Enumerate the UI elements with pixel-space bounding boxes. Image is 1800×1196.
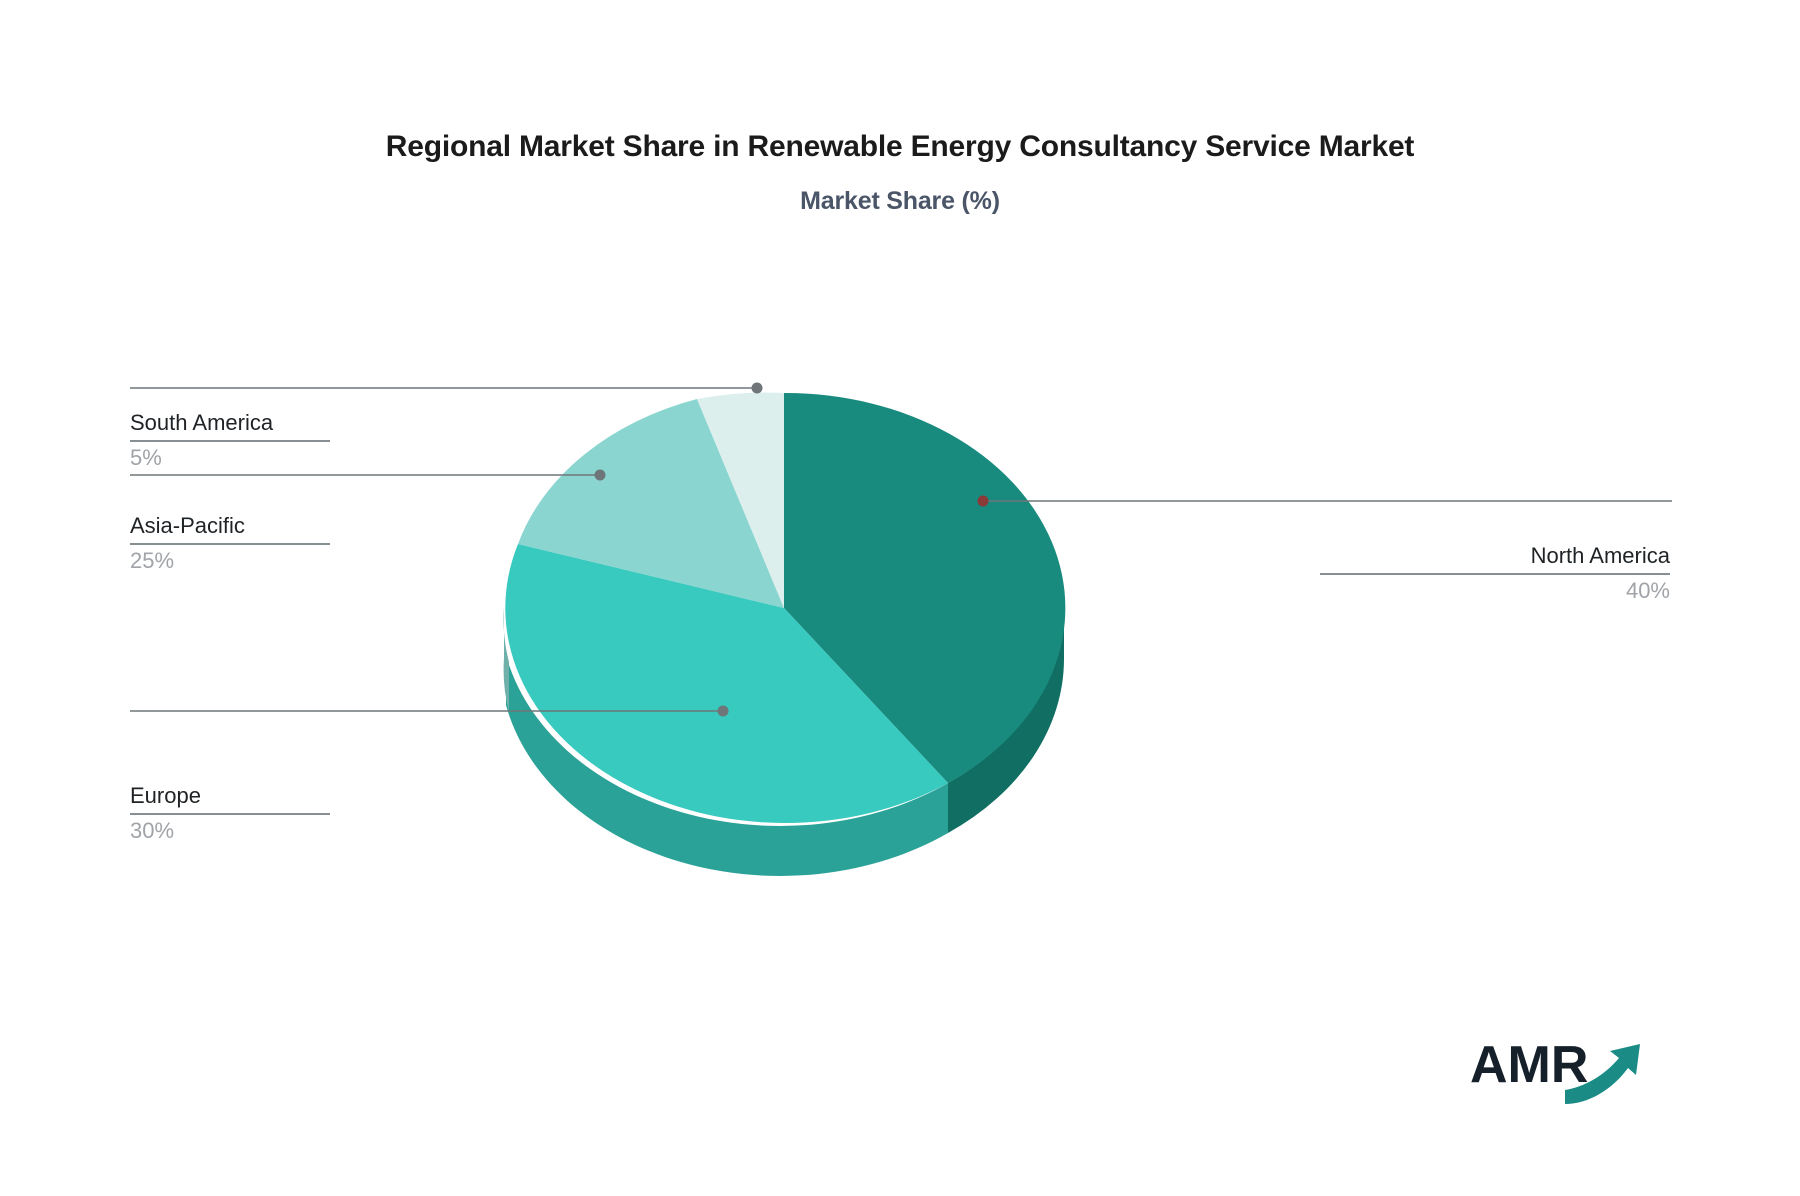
slice-side-europe xyxy=(506,655,948,876)
callout-rule-north-america xyxy=(1320,573,1670,575)
callout-label-south-america: South America xyxy=(130,410,274,435)
leader-dot-south-america xyxy=(751,382,763,394)
amr-logo: AMR xyxy=(1470,1036,1640,1104)
callout-europe: Europe 30% xyxy=(130,783,330,844)
callout-rule-south-america xyxy=(130,440,330,442)
leader-dot-asia-pacific xyxy=(594,469,606,481)
slice-asia-pacific xyxy=(518,399,784,608)
callout-rule-europe xyxy=(130,813,330,815)
callout-north-america: North America 40% xyxy=(1320,543,1670,604)
amr-logo-text: AMR xyxy=(1470,1036,1588,1094)
callout-label-north-america: North America xyxy=(1530,543,1670,568)
leader-dot-europe xyxy=(717,705,729,717)
leader-dot-north-america xyxy=(977,495,989,507)
page-title: Regional Market Share in Renewable Energ… xyxy=(385,130,1415,163)
callout-value-europe: 30% xyxy=(130,818,175,843)
growth-arrow-icon xyxy=(1565,1044,1640,1104)
callout-value-south-america: 5% xyxy=(130,445,162,470)
callout-rule-asia-pacific xyxy=(130,543,330,545)
callout-label-asia-pacific: Asia-Pacific xyxy=(130,513,245,538)
slice-europe xyxy=(505,544,948,824)
slice-south-america xyxy=(697,392,784,608)
callout-label-europe: Europe xyxy=(130,783,201,808)
callout-south-america: South America 5% xyxy=(130,410,330,471)
chart-subtitle: Market Share (%) xyxy=(800,187,1000,215)
callout-value-north-america: 40% xyxy=(1625,578,1670,603)
slice-side-north-america xyxy=(948,608,1065,833)
callout-value-asia-pacific: 25% xyxy=(130,548,175,573)
slice-north-america xyxy=(784,392,1066,783)
callout-asia-pacific: Asia-Pacific 25% xyxy=(130,513,330,574)
slice-side-asia-pacific xyxy=(503,608,509,712)
